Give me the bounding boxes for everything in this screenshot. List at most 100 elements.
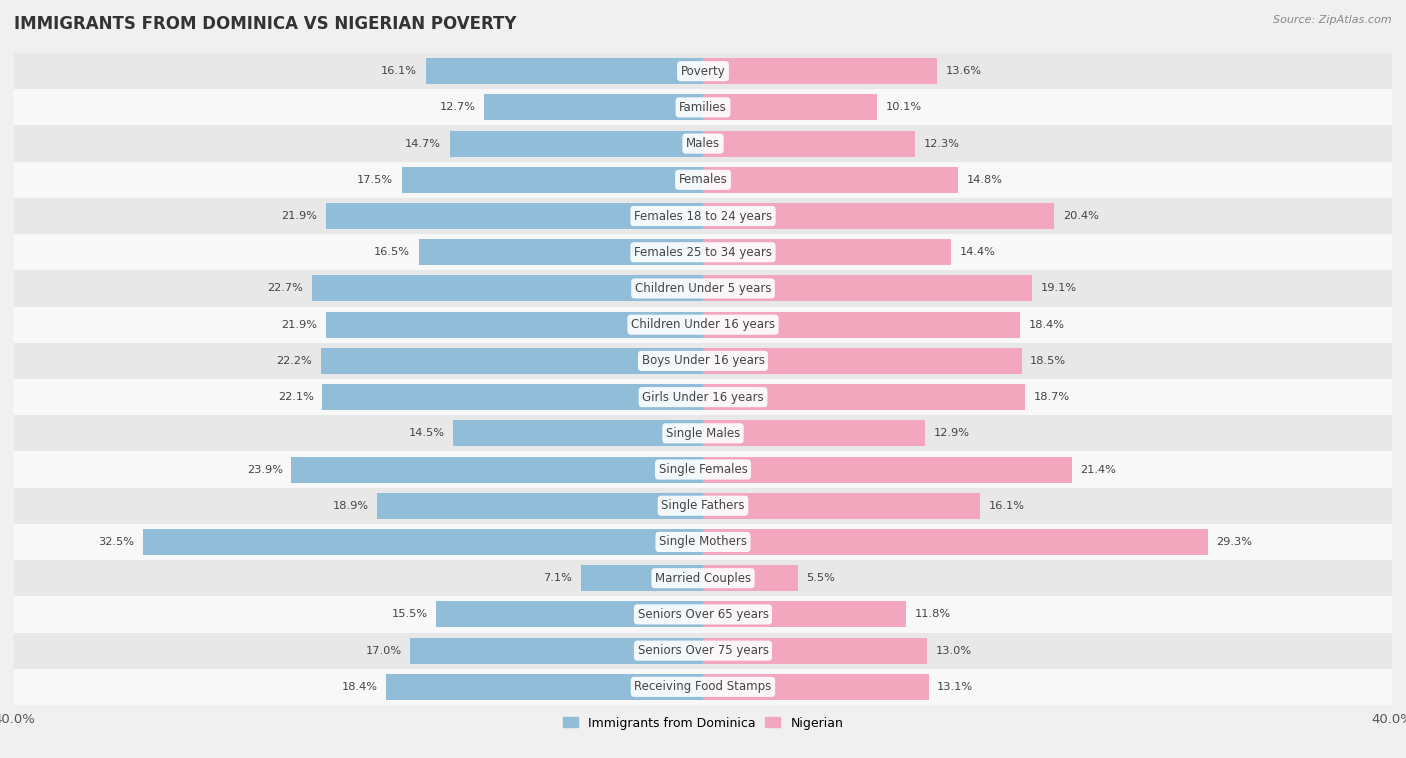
Bar: [419, 240, 703, 265]
Bar: [703, 637, 927, 664]
Text: 12.3%: 12.3%: [924, 139, 959, 149]
Text: 5.5%: 5.5%: [807, 573, 835, 583]
Bar: [291, 456, 703, 483]
Bar: [436, 601, 703, 628]
Bar: [703, 601, 907, 628]
Text: 14.5%: 14.5%: [409, 428, 444, 438]
Bar: [14, 669, 1392, 705]
Bar: [377, 493, 703, 518]
Bar: [387, 674, 703, 700]
Text: Boys Under 16 years: Boys Under 16 years: [641, 355, 765, 368]
Text: 18.4%: 18.4%: [1029, 320, 1064, 330]
Bar: [703, 493, 980, 518]
Bar: [411, 637, 703, 664]
Bar: [484, 94, 703, 121]
Text: 16.5%: 16.5%: [374, 247, 411, 257]
Bar: [703, 456, 1071, 483]
Text: 14.4%: 14.4%: [960, 247, 995, 257]
Text: Families: Families: [679, 101, 727, 114]
Bar: [14, 126, 1392, 161]
Bar: [703, 240, 950, 265]
Bar: [14, 89, 1392, 126]
Text: 15.5%: 15.5%: [391, 609, 427, 619]
Bar: [703, 275, 1032, 302]
Text: Single Males: Single Males: [666, 427, 740, 440]
Text: Females 18 to 24 years: Females 18 to 24 years: [634, 209, 772, 223]
Bar: [703, 384, 1025, 410]
Text: 12.7%: 12.7%: [440, 102, 475, 112]
Text: 23.9%: 23.9%: [246, 465, 283, 475]
Bar: [703, 674, 928, 700]
Bar: [402, 167, 703, 193]
Text: 21.4%: 21.4%: [1080, 465, 1116, 475]
Bar: [703, 203, 1054, 229]
Bar: [326, 203, 703, 229]
Bar: [322, 384, 703, 410]
Text: 7.1%: 7.1%: [543, 573, 572, 583]
Bar: [703, 94, 877, 121]
Bar: [581, 565, 703, 591]
Text: 11.8%: 11.8%: [915, 609, 950, 619]
Bar: [703, 58, 938, 84]
Text: 22.7%: 22.7%: [267, 283, 304, 293]
Bar: [312, 275, 703, 302]
Text: 20.4%: 20.4%: [1063, 211, 1099, 221]
Bar: [450, 130, 703, 157]
Bar: [703, 167, 957, 193]
Bar: [14, 632, 1392, 669]
Text: Receiving Food Stamps: Receiving Food Stamps: [634, 681, 772, 694]
Text: Source: ZipAtlas.com: Source: ZipAtlas.com: [1274, 15, 1392, 25]
Bar: [14, 452, 1392, 487]
Text: Females 25 to 34 years: Females 25 to 34 years: [634, 246, 772, 258]
Bar: [14, 234, 1392, 271]
Bar: [321, 348, 703, 374]
Text: 21.9%: 21.9%: [281, 320, 318, 330]
Bar: [14, 198, 1392, 234]
Legend: Immigrants from Dominica, Nigerian: Immigrants from Dominica, Nigerian: [558, 712, 848, 735]
Text: Females: Females: [679, 174, 727, 186]
Text: 18.9%: 18.9%: [333, 501, 368, 511]
Text: 17.5%: 17.5%: [357, 175, 392, 185]
Bar: [703, 348, 1022, 374]
Text: 16.1%: 16.1%: [381, 66, 418, 76]
Text: 21.9%: 21.9%: [281, 211, 318, 221]
Text: 13.0%: 13.0%: [935, 646, 972, 656]
Text: Single Mothers: Single Mothers: [659, 535, 747, 549]
Bar: [14, 343, 1392, 379]
Bar: [14, 53, 1392, 89]
Text: 10.1%: 10.1%: [886, 102, 922, 112]
Text: Children Under 16 years: Children Under 16 years: [631, 318, 775, 331]
Text: Single Fathers: Single Fathers: [661, 500, 745, 512]
Bar: [14, 161, 1392, 198]
Text: Girls Under 16 years: Girls Under 16 years: [643, 390, 763, 403]
Text: 18.5%: 18.5%: [1031, 356, 1066, 366]
Bar: [143, 529, 703, 555]
Bar: [14, 597, 1392, 632]
Text: 16.1%: 16.1%: [988, 501, 1025, 511]
Text: Seniors Over 65 years: Seniors Over 65 years: [637, 608, 769, 621]
Bar: [14, 379, 1392, 415]
Text: 14.7%: 14.7%: [405, 139, 441, 149]
Text: 29.3%: 29.3%: [1216, 537, 1253, 547]
Text: 22.2%: 22.2%: [276, 356, 312, 366]
Text: Married Couples: Married Couples: [655, 572, 751, 584]
Text: 13.1%: 13.1%: [938, 682, 973, 692]
Bar: [14, 415, 1392, 452]
Text: 14.8%: 14.8%: [966, 175, 1002, 185]
Bar: [14, 487, 1392, 524]
Bar: [426, 58, 703, 84]
Text: 13.6%: 13.6%: [946, 66, 981, 76]
Text: Children Under 5 years: Children Under 5 years: [634, 282, 772, 295]
Text: 22.1%: 22.1%: [278, 392, 314, 402]
Text: 18.7%: 18.7%: [1033, 392, 1070, 402]
Bar: [703, 312, 1019, 338]
Text: 19.1%: 19.1%: [1040, 283, 1077, 293]
Bar: [326, 312, 703, 338]
Text: Single Females: Single Females: [658, 463, 748, 476]
Bar: [453, 420, 703, 446]
Bar: [703, 565, 797, 591]
Bar: [703, 130, 915, 157]
Bar: [703, 420, 925, 446]
Text: 18.4%: 18.4%: [342, 682, 377, 692]
Text: Seniors Over 75 years: Seniors Over 75 years: [637, 644, 769, 657]
